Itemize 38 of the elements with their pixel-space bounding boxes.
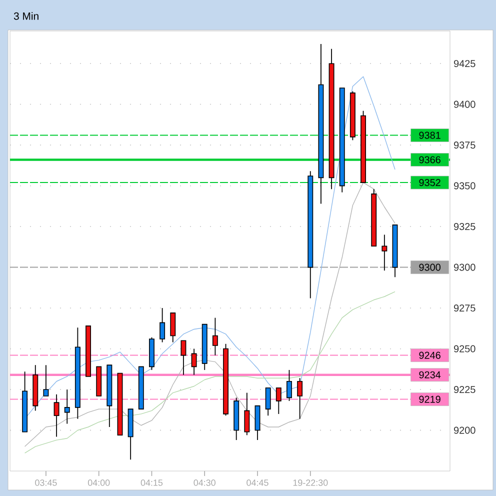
candlestick (180, 340, 186, 376)
chart-title: 3 Min (14, 12, 38, 20)
candlestick (64, 389, 70, 424)
x-tick-label: 04:45 (246, 480, 268, 486)
candlestick (212, 317, 218, 356)
ref-line-label: 9234 (419, 371, 441, 378)
candlestick (191, 348, 197, 376)
y-tick-label: 9350 (454, 182, 476, 190)
candlestick (297, 378, 303, 420)
y-tick-label: 9425 (454, 60, 476, 68)
candlestick (43, 364, 49, 396)
candlestick (244, 392, 250, 436)
candlestick (382, 234, 388, 272)
y-tick-label: 9300 (454, 264, 476, 271)
ref-line-label: 9352 (419, 179, 440, 186)
x-tick-label: 04:15 (140, 480, 163, 486)
ref-line-label: 9381 (419, 132, 440, 139)
ref-line-label: 9246 (419, 352, 440, 359)
x-tick-label: 03:45 (35, 480, 57, 486)
y-tick-label: 9200 (454, 426, 476, 434)
y-tick-label: 9400 (454, 100, 476, 108)
candlestick (286, 370, 292, 402)
candlestick (265, 387, 271, 416)
y-tick-label: 9325 (454, 223, 476, 230)
x-tick-label: 04:00 (88, 480, 110, 486)
candlestick (160, 308, 166, 343)
ref-line-label: 9219 (419, 396, 440, 403)
y-tick-label: 9250 (454, 345, 476, 352)
y-tick-label: 9275 (454, 304, 476, 312)
y-tick-label: 9375 (454, 142, 476, 149)
candlestick (276, 387, 282, 414)
candlestick (170, 312, 176, 343)
x-tick-label: 19-22:30 (293, 480, 328, 486)
x-tick-label: 04:30 (194, 480, 216, 486)
candlestick (54, 394, 60, 438)
y-tick-label: 9225 (454, 386, 476, 394)
ref-line-label: 9300 (419, 264, 440, 271)
ref-line-label: 9366 (419, 156, 440, 164)
